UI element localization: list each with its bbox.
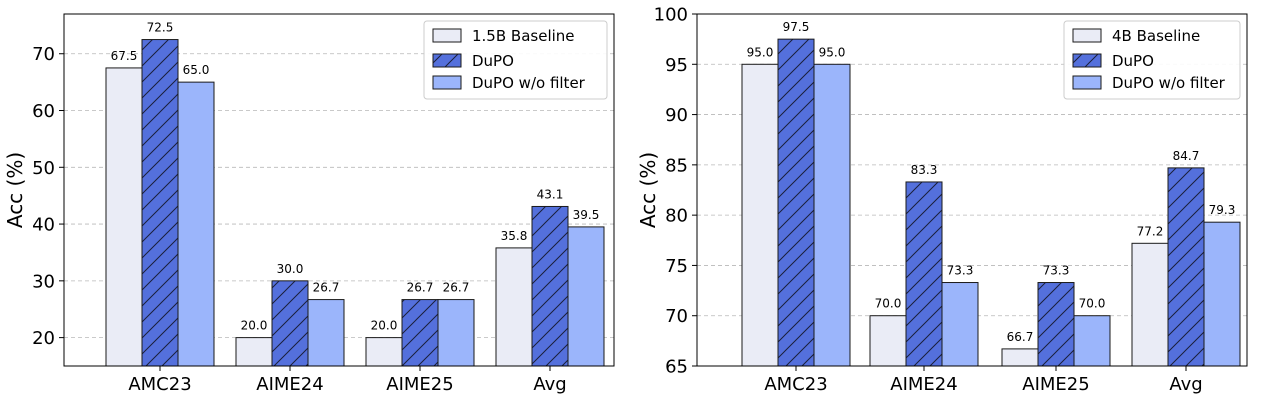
bar-dupo-amc23 — [141, 39, 179, 367]
x-tick-label: Avg — [1169, 374, 1202, 395]
legend-swatch — [432, 28, 462, 43]
legend-swatch — [1072, 75, 1102, 90]
legend-swatch — [432, 75, 462, 90]
bar-dupo-w-o-filter-avg — [567, 226, 605, 367]
data-label: 73.3 — [947, 264, 974, 278]
legend-label: DuPO w/o filter — [1112, 74, 1226, 92]
data-label: 84.7 — [1173, 149, 1200, 163]
bar-dupo-w-o-filter-amc23 — [813, 63, 851, 367]
y-tick-label: 80 — [665, 206, 688, 227]
legend-box — [1063, 20, 1241, 100]
bar-dupo-avg — [531, 205, 569, 367]
data-label: 77.2 — [1137, 224, 1164, 238]
x-tick-label: AIME25 — [1022, 374, 1089, 395]
data-label: 20.0 — [371, 319, 398, 333]
y-tick-label: 30 — [32, 271, 55, 292]
bar-1-5b-baseline-aime25 — [365, 337, 403, 367]
data-label: 39.5 — [573, 208, 600, 222]
bar-dupo-w-o-filter-aime24 — [307, 299, 345, 367]
legend-swatch — [1072, 53, 1102, 68]
y-tick-label: 50 — [32, 158, 55, 179]
bar-1-5b-baseline-amc23 — [105, 67, 143, 367]
bar-1-5b-baseline-aime24 — [235, 337, 273, 367]
y-tick-label: 40 — [32, 215, 55, 236]
bar-dupo-avg — [1167, 167, 1205, 367]
y-tick-label: 90 — [665, 105, 688, 126]
bar-dupo-aime24 — [905, 181, 943, 367]
data-label: 30.0 — [277, 262, 304, 276]
y-tick-label: 65 — [665, 357, 688, 378]
x-tick-label: AIME24 — [890, 374, 957, 395]
y-tick-label: 85 — [665, 155, 688, 176]
bar-dupo-aime24 — [271, 280, 309, 367]
legend-label: 4B Baseline — [1112, 27, 1200, 45]
data-label: 26.7 — [313, 281, 340, 295]
bar-4b-baseline-avg — [1131, 242, 1169, 367]
data-label: 26.7 — [407, 281, 434, 295]
legend-label: 1.5B Baseline — [472, 27, 575, 45]
y-tick-label: 100 — [654, 5, 688, 26]
data-label: 97.5 — [783, 20, 810, 34]
data-label: 70.0 — [1079, 297, 1106, 311]
x-tick-label: AMC23 — [764, 374, 827, 395]
legend-swatch — [432, 53, 462, 68]
data-label: 70.0 — [875, 297, 902, 311]
data-label: 72.5 — [147, 21, 174, 35]
bar-4b-baseline-amc23 — [741, 63, 779, 367]
y-tick-label: 60 — [32, 101, 55, 122]
x-tick-label: Avg — [533, 374, 566, 395]
y-tick-label: 70 — [665, 306, 688, 327]
data-label: 43.1 — [537, 187, 564, 201]
legend-label: DuPO — [1112, 52, 1154, 70]
x-tick-label: AIME25 — [386, 374, 453, 395]
bar-4b-baseline-aime24 — [869, 315, 907, 367]
x-tick-label: AMC23 — [128, 374, 191, 395]
data-label: 73.3 — [1043, 264, 1070, 278]
x-tick-label: AIME24 — [256, 374, 323, 395]
legend-swatch — [1072, 28, 1102, 43]
bar-1-5b-baseline-avg — [495, 247, 533, 367]
bar-dupo-w-o-filter-avg — [1203, 221, 1241, 367]
data-label: 20.0 — [241, 319, 268, 333]
data-label: 66.7 — [1007, 330, 1034, 344]
chart-panel-2: 95.0 97.5 95.0 70.0 83.3 73.3 66.7 73.3 70.0 77.2… — [636, 5, 1248, 395]
data-label: 95.0 — [819, 45, 846, 59]
chart-panel-1: 67.5 72.5 65.0 20.0 30.0 26.7 20.0 26.7 26.7 35.8… — [3, 13, 615, 395]
data-label: 83.3 — [911, 163, 938, 177]
y-axis-title: Acc (%) — [636, 152, 660, 228]
bar-4b-baseline-aime25 — [1001, 348, 1039, 367]
bar-dupo-w-o-filter-aime25 — [437, 299, 475, 367]
legend-label: DuPO w/o filter — [472, 74, 586, 92]
bar-dupo-w-o-filter-aime24 — [941, 282, 979, 367]
data-label: 35.8 — [501, 229, 528, 243]
axes-frame — [696, 13, 1248, 367]
bar-dupo-w-o-filter-amc23 — [177, 81, 215, 367]
data-label: 79.3 — [1209, 203, 1236, 217]
y-tick-label: 70 — [32, 44, 55, 65]
data-label: 95.0 — [747, 45, 774, 59]
data-label: 26.7 — [443, 281, 470, 295]
y-tick-label: 75 — [665, 256, 688, 277]
legend-box — [423, 20, 608, 100]
bar-dupo-w-o-filter-aime25 — [1073, 315, 1111, 367]
axes-frame — [63, 13, 615, 367]
legend-label: DuPO — [472, 52, 514, 70]
data-label: 67.5 — [111, 49, 138, 63]
y-axis-title: Acc (%) — [3, 152, 27, 228]
bar-dupo-amc23 — [777, 38, 815, 367]
legend: 1.5B Baseline DuPO DuPO w/o filter — [423, 20, 608, 100]
bar-dupo-aime25 — [1037, 282, 1075, 367]
legend: 4B Baseline DuPO DuPO w/o filter — [1063, 20, 1241, 100]
y-tick-label: 95 — [665, 55, 688, 76]
y-tick-label: 20 — [32, 328, 55, 349]
bar-dupo-aime25 — [401, 299, 439, 367]
data-label: 65.0 — [183, 63, 210, 77]
